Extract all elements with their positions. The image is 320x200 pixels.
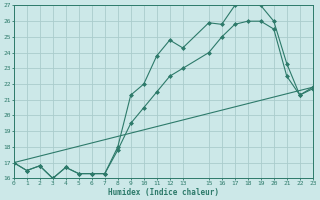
X-axis label: Humidex (Indice chaleur): Humidex (Indice chaleur)	[108, 188, 219, 197]
